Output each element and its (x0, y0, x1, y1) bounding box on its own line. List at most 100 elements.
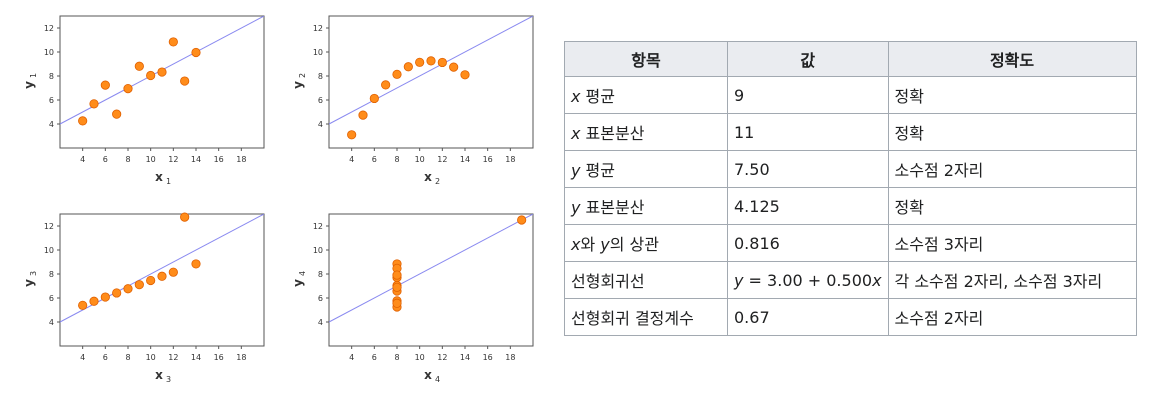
x-tick-label: 18 (236, 155, 246, 164)
table-row: x 평균 9 정확 (564, 76, 1137, 114)
data-point (134, 61, 144, 71)
data-point (123, 284, 133, 294)
var-symbol: y (571, 198, 581, 217)
x-tick-label: 12 (437, 155, 447, 164)
data-point (191, 47, 201, 58)
table-row: y 평균 7.50 소수점 2자리 (564, 150, 1137, 188)
x-tick-label: 4 (80, 353, 85, 362)
y-axis-title: y (22, 279, 36, 287)
data-point (426, 56, 436, 66)
row-label: y 평균 (564, 150, 728, 188)
y-axis-title-group: y1 (22, 73, 38, 89)
data-point (460, 70, 470, 80)
label-text: 표본분산 (580, 124, 645, 143)
data-point (392, 69, 402, 79)
y-axis-subscript: 1 (29, 73, 38, 78)
var-symbol: x (872, 270, 882, 290)
y-axis-title: y (291, 81, 305, 89)
x-axis-subscript: 2 (435, 177, 440, 186)
y-axis-subscript: 2 (298, 73, 307, 78)
table-header-row: 항목 값 정확도 (564, 41, 1137, 77)
data-point (100, 292, 110, 302)
row-value: 11 (727, 113, 889, 151)
row-accuracy: 소수점 3자리 (887, 224, 1137, 262)
var-symbol: y (600, 235, 610, 254)
plot-frame (328, 213, 534, 347)
y-tick-label: 4 (49, 120, 54, 129)
y-tick-label: 10 (44, 48, 54, 57)
y-tick-label: 8 (318, 72, 323, 81)
var-symbol: x (571, 235, 581, 254)
plot-frame (328, 15, 534, 149)
y-axis-subscript: 3 (29, 271, 38, 276)
value-text: = 3.00 + 0.500 (743, 270, 873, 290)
y-tick-label: 4 (318, 318, 323, 327)
var-symbol: x (571, 87, 581, 106)
y-tick-label: 12 (313, 24, 323, 33)
data-point (369, 93, 379, 104)
x-tick-label: 10 (146, 353, 156, 362)
row-accuracy: 각 소수점 2자리, 소수점 3자리 (887, 261, 1137, 299)
x-axis-subscript: 1 (166, 177, 171, 186)
y-tick-label: 8 (49, 270, 54, 279)
data-point (403, 62, 413, 72)
regression-line (329, 16, 533, 125)
data-point (112, 288, 122, 298)
row-accuracy: 소수점 2자리 (887, 298, 1137, 336)
data-point (168, 267, 178, 277)
row-accuracy: 정확 (887, 113, 1137, 151)
data-point (347, 130, 357, 140)
header-item: 항목 (564, 41, 728, 77)
x-tick-label: 18 (505, 353, 515, 362)
x-tick-label: 8 (394, 155, 399, 164)
data-point (157, 271, 167, 281)
data-point (517, 215, 527, 225)
x-axis-subscript: 4 (435, 375, 440, 384)
y-tick-label: 6 (49, 96, 54, 105)
x-axis-title: x (155, 170, 163, 184)
x-axis-title: x (155, 368, 163, 382)
data-point (180, 212, 190, 222)
row-label: x와 y의 상관 (564, 224, 728, 262)
x-tick-label: 6 (372, 155, 377, 164)
x-tick-label: 18 (236, 353, 246, 362)
x-tick-label: 8 (125, 353, 130, 362)
y-tick-label: 6 (49, 294, 54, 303)
data-point (392, 282, 402, 292)
row-accuracy: 소수점 2자리 (887, 150, 1137, 188)
data-point (112, 109, 122, 119)
data-point (89, 99, 99, 109)
data-point (146, 70, 156, 81)
y-axis-title: y (22, 81, 36, 89)
y-tick-label: 8 (49, 72, 54, 81)
x-tick-label: 16 (483, 353, 493, 362)
table-row: 선형회귀 결정계수 0.67 소수점 2자리 (564, 298, 1137, 336)
data-point (123, 84, 133, 94)
x-tick-label: 16 (214, 353, 224, 362)
label-text: 표본분산 (580, 198, 645, 217)
data-point (392, 270, 402, 280)
data-point (89, 296, 99, 306)
x-tick-label: 12 (168, 155, 178, 164)
plot-frame (59, 15, 265, 149)
label-text: 평균 (580, 87, 615, 106)
x-tick-label: 8 (394, 353, 399, 362)
y-tick-label: 8 (318, 270, 323, 279)
x-axis-subscript: 3 (166, 375, 171, 384)
row-label: y 표본분산 (564, 187, 728, 225)
y-axis-title-group: y2 (291, 73, 307, 89)
x-tick-label: 14 (191, 155, 201, 164)
x-tick-label: 14 (191, 353, 201, 362)
row-value: 4.125 (727, 187, 889, 225)
var-symbol: y (571, 161, 581, 180)
data-point (180, 76, 190, 86)
data-point (168, 37, 178, 47)
data-point (146, 275, 156, 286)
x-tick-label: 6 (103, 155, 108, 164)
y-tick-label: 6 (318, 294, 323, 303)
x-tick-label: 16 (483, 155, 493, 164)
label-text: 의 상관 (609, 235, 659, 254)
